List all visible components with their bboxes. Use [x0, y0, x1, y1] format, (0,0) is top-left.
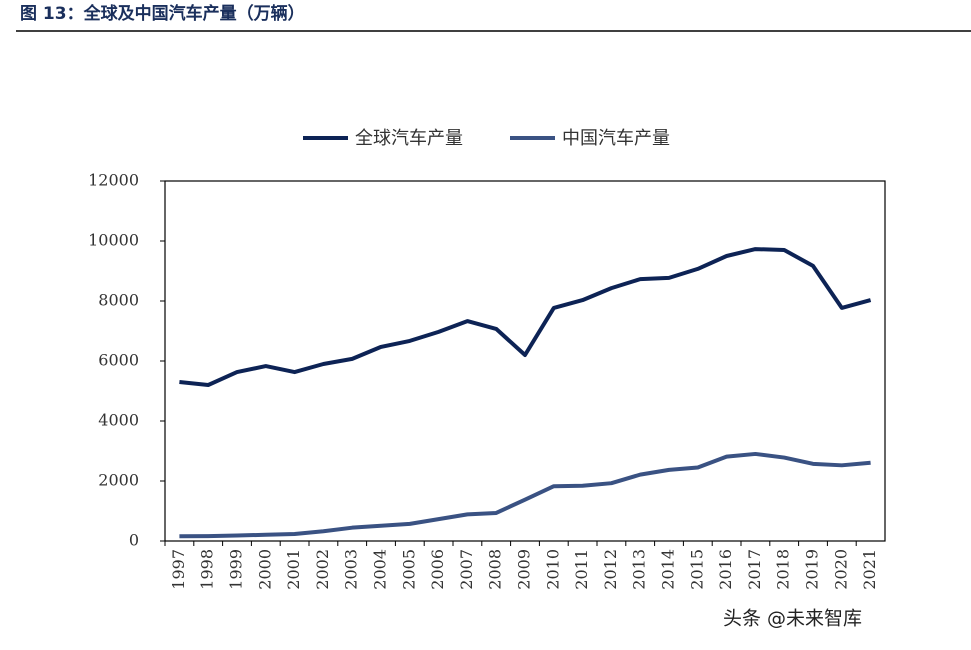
series-line [179, 247, 872, 387]
x-tick-label: 2004 [371, 549, 390, 590]
y-tick-label: 12000 [88, 171, 139, 190]
y-tick-label: 2000 [98, 471, 139, 490]
x-tick-label: 2007 [457, 549, 476, 590]
y-tick-label: 4000 [98, 411, 139, 430]
x-tick-label: 2020 [831, 549, 850, 590]
legend-label: 全球汽车产量 [355, 128, 463, 149]
x-tick-label: 1998 [198, 549, 217, 590]
x-tick-label: 2005 [399, 549, 418, 590]
x-tick-label: 2021 [860, 549, 879, 590]
x-tick-label: 2011 [572, 549, 591, 590]
x-tick-label: 2013 [630, 549, 649, 590]
chart-title: 图 13：全球及中国汽车产量（万辆） [20, 3, 305, 24]
x-tick-label: 2003 [342, 549, 361, 590]
y-tick-label: 0 [129, 531, 139, 550]
x-tick-label: 1999 [227, 549, 246, 590]
x-tick-label: 2017 [745, 549, 764, 590]
x-tick-label: 2018 [774, 549, 793, 590]
x-tick-label: 2000 [255, 549, 274, 590]
x-tick-label: 2010 [543, 549, 562, 590]
x-tick-label: 2014 [659, 549, 678, 590]
x-tick-label: 2012 [601, 549, 620, 590]
plot-frame [164, 180, 886, 542]
x-tick-label: 2006 [428, 549, 447, 590]
x-tick-label: 2019 [803, 549, 822, 590]
x-tick-label: 2002 [313, 549, 332, 590]
y-tick-label: 10000 [88, 231, 139, 250]
series-line [179, 451, 871, 539]
x-tick-label: 2009 [515, 549, 534, 590]
y-tick-label: 6000 [98, 351, 139, 370]
x-tick-label: 1997 [169, 549, 188, 590]
x-tick-label: 2001 [284, 549, 303, 590]
watermark: 头条 @未来智库 [723, 608, 862, 630]
x-tick-label: 2016 [716, 549, 735, 590]
legend-label: 中国汽车产量 [562, 128, 670, 149]
y-tick-label: 8000 [98, 291, 139, 310]
x-tick-label: 2008 [486, 549, 505, 590]
x-tick-label: 2015 [687, 549, 706, 590]
